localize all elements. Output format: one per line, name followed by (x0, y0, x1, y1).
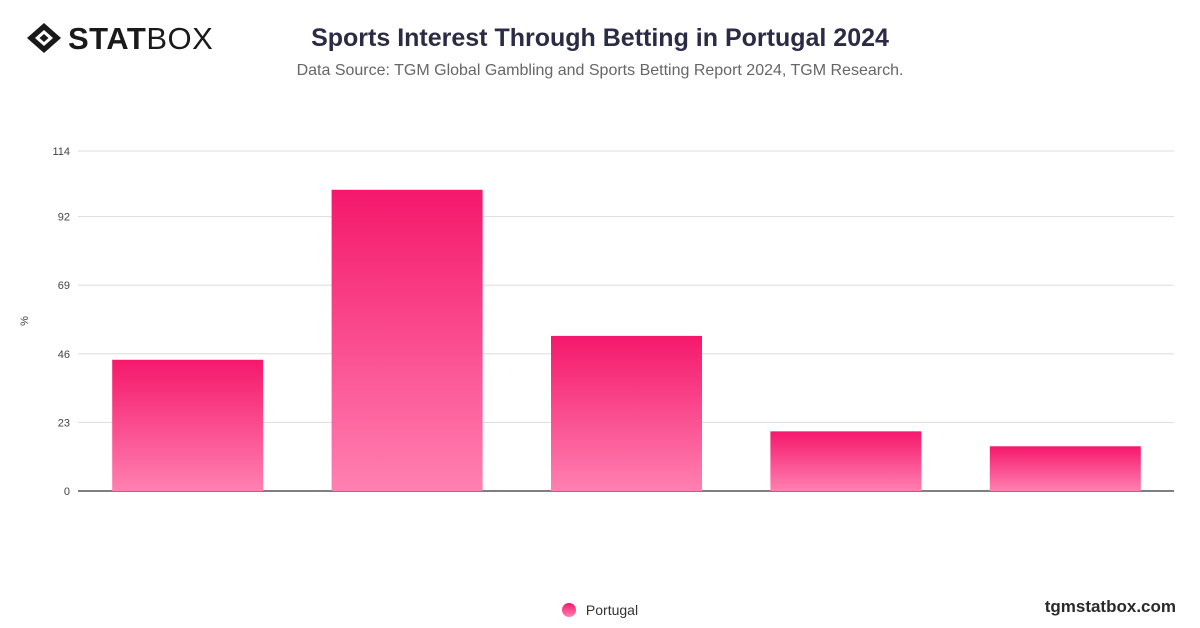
y-tick-label: 0 (64, 486, 70, 498)
y-tick-label: 69 (58, 280, 70, 292)
logo-wordmark: STATBOX (68, 20, 214, 56)
y-tick-label: 46 (58, 349, 70, 361)
bar-portugal-1[interactable] (112, 359, 264, 491)
bar-chart: 0 23 46 69 92 114 % (19, 146, 1174, 498)
bar-portugal-3[interactable] (551, 335, 702, 491)
chart-subtitle: Data Source: TGM Global Gambling and Spo… (296, 62, 904, 79)
statbox-diamond-icon (27, 23, 61, 53)
y-tick-label: 114 (52, 146, 70, 158)
bar-portugal-5[interactable] (989, 446, 1141, 491)
bar-portugal-2[interactable] (331, 189, 483, 492)
y-tick-label: 92 (58, 212, 70, 224)
y-axis-label: % (19, 316, 31, 326)
bar-portugal-4[interactable] (770, 431, 922, 491)
website-label: tgmstatbox.com (1044, 597, 1176, 616)
legend-label-portugal: Portugal (585, 602, 639, 618)
statbox-logo: STATBOX (26, 22, 213, 54)
legend[interactable]: Portugal (0, 602, 1200, 618)
y-tick-label: 23 (58, 417, 70, 429)
chart-title: Sports Interest Through Betting in Portu… (311, 24, 889, 52)
legend-swatch (561, 603, 576, 617)
